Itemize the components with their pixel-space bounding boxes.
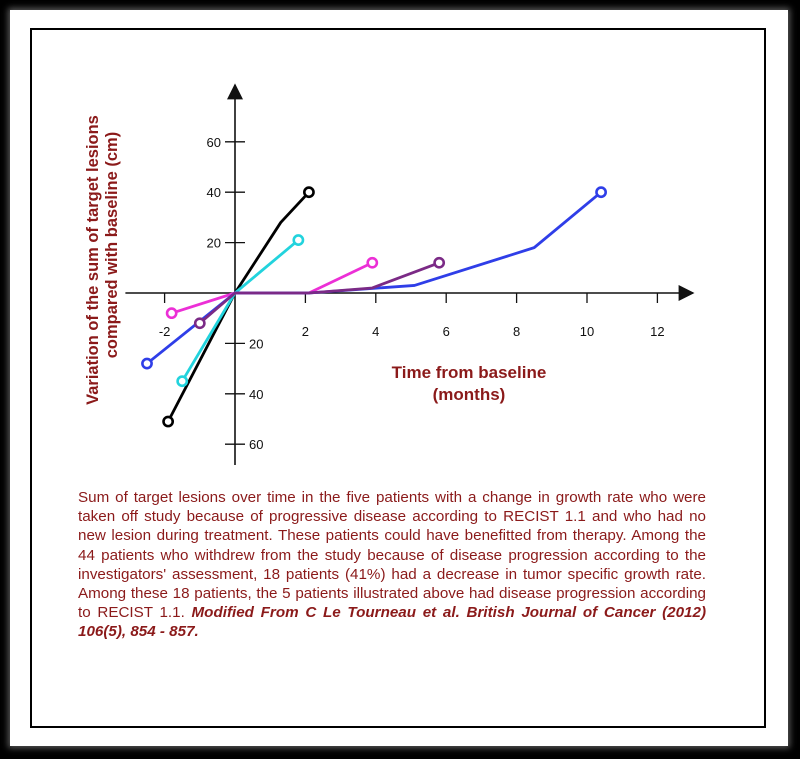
series-4-end-point <box>595 186 607 199</box>
x-tick-label: 12 <box>650 324 664 339</box>
caption-citation: Modified From C Le Tourneau et al. Briti… <box>78 604 706 641</box>
series-line-5 <box>198 261 441 325</box>
x-tick-label: 8 <box>513 324 520 339</box>
inner-border <box>30 28 766 728</box>
x-tick-label: 2 <box>302 324 309 339</box>
series-2-end-point <box>292 234 305 246</box>
y-axis-title-line1: Variation of the sum of target lesions <box>84 115 102 405</box>
y-axis-title-line2: compared with baseline (cm) <box>103 132 121 358</box>
series-line-3 <box>170 261 374 315</box>
series-3-end-point <box>366 256 379 269</box>
y-tick-label: 40 <box>249 387 263 402</box>
y-tick-label: 60 <box>249 437 263 452</box>
x-axis-title-line1: Time from baseline <box>392 363 547 382</box>
series-line-1 <box>166 190 311 423</box>
x-axis-title-line2: (months) <box>433 385 506 404</box>
series-3-start-point <box>165 307 178 320</box>
y-tick-label: 20 <box>207 236 221 251</box>
caption-text: Sum of target lesions over time in the f… <box>78 489 706 622</box>
image-frame <box>10 10 788 746</box>
series-1-end-point <box>303 186 315 199</box>
figure-caption: Sum of target lesions over time in the f… <box>78 488 706 642</box>
series-4-start-point <box>141 357 153 370</box>
y-tick-label: 40 <box>207 185 221 200</box>
x-tick-label: 4 <box>372 324 379 339</box>
series-5-start-point <box>193 317 206 330</box>
series-2-start-point <box>176 375 189 388</box>
x-tick-label: 10 <box>580 324 594 339</box>
series-1-start-point <box>162 415 175 428</box>
y-tick-label: 20 <box>249 336 263 351</box>
x-tick-label: 6 <box>443 324 450 339</box>
series-5-end-point <box>433 256 446 269</box>
x-tick-label: -2 <box>159 324 171 339</box>
y-tick-label: 60 <box>207 135 221 150</box>
